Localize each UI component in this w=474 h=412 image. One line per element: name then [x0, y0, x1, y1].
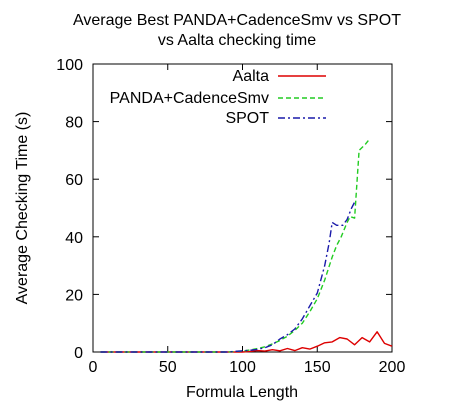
legend-label: SPOT	[225, 110, 269, 127]
y-tick-label: 60	[65, 172, 83, 189]
y-tick-label: 40	[65, 230, 83, 247]
chart-title-line-2: vs Aalta checking time	[158, 32, 316, 49]
series-line-aalta	[100, 331, 393, 353]
y-tick-label: 0	[74, 345, 83, 362]
x-axis-label: Formula Length	[186, 384, 298, 401]
plot-frame	[92, 63, 393, 353]
y-tick-label: 80	[65, 115, 83, 132]
y-axis-label: Average Checking Time (s)	[14, 112, 31, 305]
legend-label: Aalta	[233, 68, 270, 85]
x-tick-label: 0	[89, 359, 98, 376]
series-line-spot	[100, 201, 356, 353]
x-tick-label: 50	[159, 359, 177, 376]
series-layer	[100, 138, 393, 353]
chart-title-line-1: Average Best PANDA+CadenceSmv vs SPOT	[73, 12, 401, 29]
series-line-panda-cadencesmv	[100, 138, 371, 353]
y-tick-label: 20	[65, 287, 83, 304]
x-tick-label: 200	[379, 359, 406, 376]
x-tick-label: 100	[229, 359, 256, 376]
axis-ticks: 0 50 100 150 200 0 20 40 60 80 100	[56, 57, 405, 376]
legend-label: PANDA+CadenceSmv	[110, 90, 269, 107]
x-tick-label: 150	[304, 359, 331, 376]
y-tick-label: 100	[56, 57, 83, 74]
legend: Aalta PANDA+CadenceSmv SPOT	[110, 68, 326, 127]
